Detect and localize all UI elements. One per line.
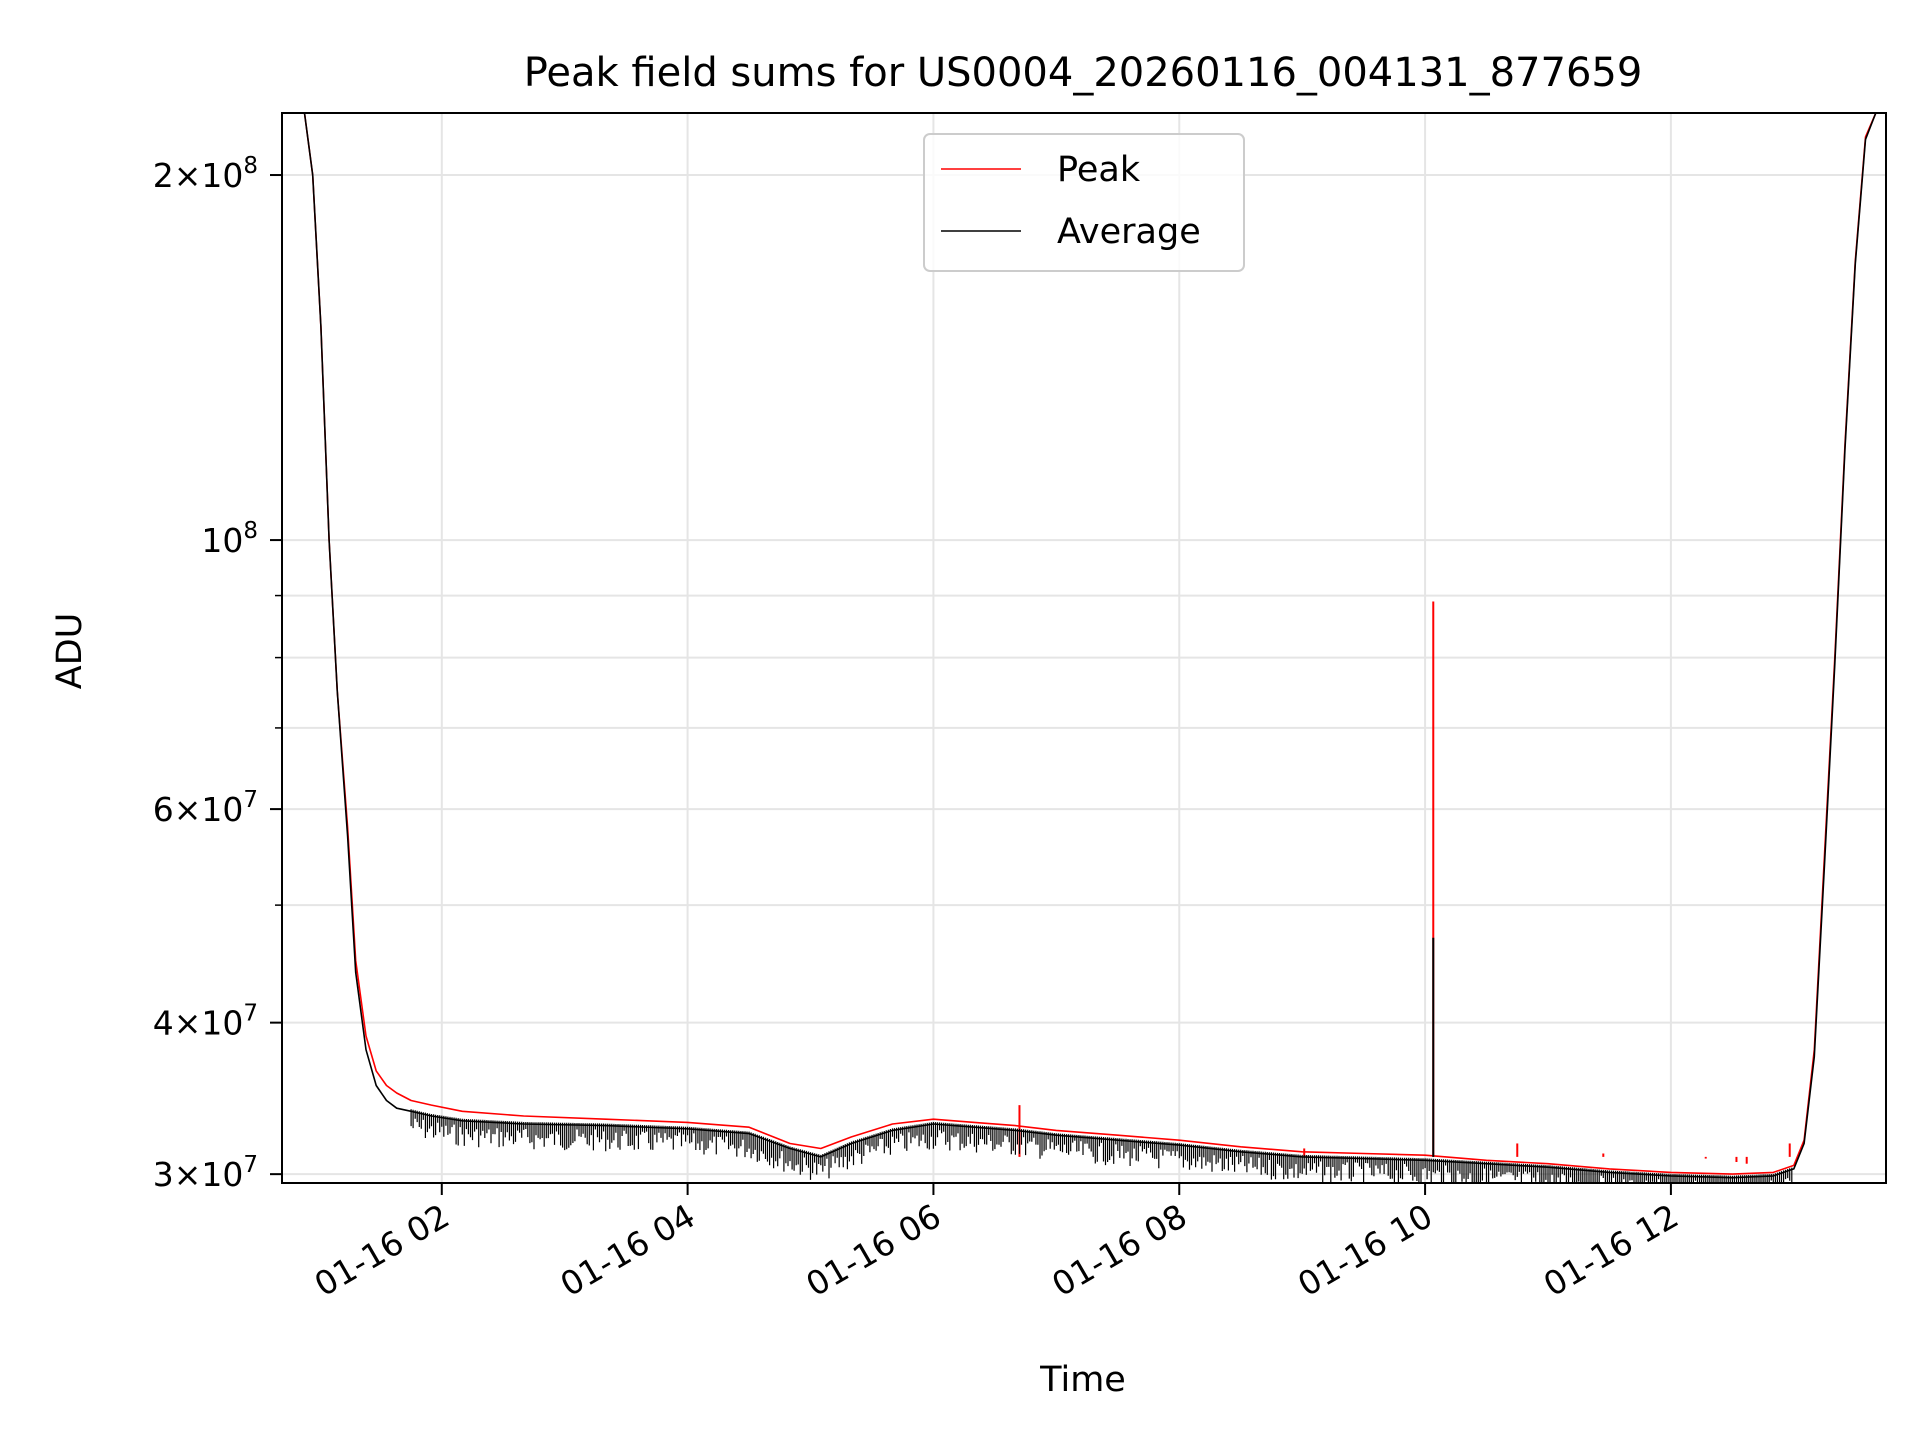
y-tick-label: 6×107 (153, 787, 258, 829)
x-tick-label: 01-16 12 (1537, 1196, 1685, 1304)
plot-frame (281, 112, 1887, 1184)
y-axis-label: ADU (50, 613, 90, 690)
legend-label-peak: Peak (1057, 150, 1141, 190)
series-noise-segment (430, 1114, 461, 1146)
series-line-average (282, 113, 1886, 1179)
series-noise-segment (1301, 1154, 1363, 1183)
y-tick-label: 2×108 (153, 153, 258, 195)
series-noise-segment (1178, 1143, 1240, 1172)
series-layer (282, 113, 1886, 1183)
series-noise-segment (1055, 1133, 1117, 1166)
series-noise-segment (1731, 1174, 1772, 1183)
series-noise-segment (1240, 1149, 1301, 1180)
series-noise-segment (1485, 1161, 1547, 1183)
series-noise-segment (605, 1123, 687, 1152)
series-noise-segment (1117, 1138, 1178, 1169)
x-tick-label: 01-16 08 (1045, 1196, 1193, 1304)
x-axis-label: Time (1039, 1360, 1126, 1400)
series-noise-segment (932, 1122, 973, 1151)
x-tick-label: 01-16 04 (554, 1196, 702, 1304)
series-noise-segment (748, 1131, 789, 1172)
series-noise-segment (410, 1109, 431, 1138)
series-noise-segment (850, 1129, 891, 1166)
legend: Peak Average (923, 133, 1245, 272)
series-noise-segment (891, 1122, 932, 1151)
series-noise-segment (687, 1126, 748, 1158)
grid-layer (282, 113, 1886, 1183)
series-noise-segment (1547, 1165, 1608, 1183)
series-noise-segment (461, 1118, 523, 1148)
y-tick-label: 108 (201, 518, 258, 560)
series-noise-segment (789, 1146, 820, 1180)
series-noise-segment (1424, 1158, 1486, 1183)
x-tick-label: 01-16 06 (799, 1196, 947, 1304)
chart-title: Peak field sums for US0004_20260116_0041… (524, 50, 1643, 96)
series-noise-segment (1363, 1156, 1424, 1183)
y-tick-label: 3×107 (153, 1152, 258, 1194)
x-tick-label: 01-16 10 (1291, 1196, 1439, 1304)
series-line-peak (282, 113, 1886, 1175)
series-noise-segment (1014, 1128, 1055, 1159)
x-tick-label: 01-16 02 (308, 1196, 456, 1304)
series-noise-segment (973, 1125, 1014, 1155)
series-noise-segment (523, 1122, 605, 1151)
legend-label-average: Average (1057, 212, 1201, 252)
series-noise-average (410, 1109, 1793, 1183)
series-noise-segment (1670, 1173, 1731, 1183)
y-tick-label: 4×107 (153, 1001, 258, 1043)
series-noise-segment (820, 1142, 850, 1179)
